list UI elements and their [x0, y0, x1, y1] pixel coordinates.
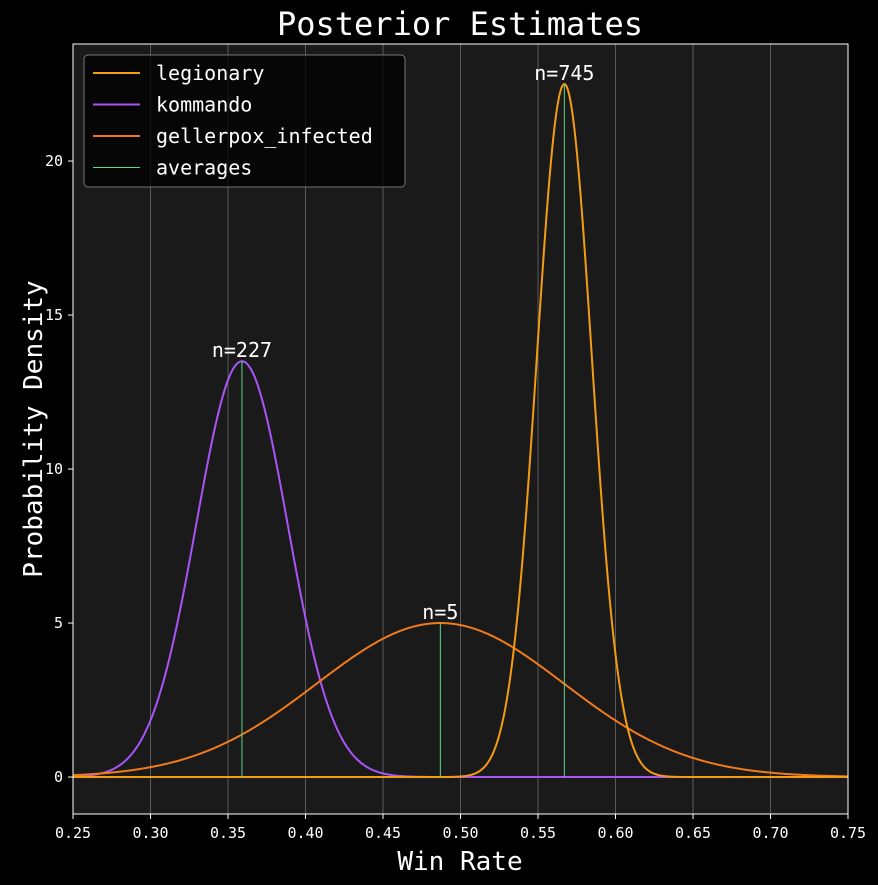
y-tick-label-4: 20	[45, 152, 63, 170]
x-tick-label-1: 0.30	[132, 824, 168, 842]
average-lines	[241, 84, 565, 778]
x-tick-label-6: 0.55	[520, 824, 556, 842]
x-tick-label-5: 0.50	[442, 824, 478, 842]
y-axis-label: Probability Density	[19, 280, 49, 577]
y-tick-label-3: 15	[45, 306, 63, 324]
x-tick-label-4: 0.45	[365, 824, 401, 842]
curve-legionary	[73, 83, 848, 779]
x-axis-label: Win Rate	[397, 847, 522, 877]
y-tick-label-2: 10	[45, 460, 63, 478]
sample-size-annotations: n=745 n=227 n=5	[212, 61, 595, 624]
legend-label-gellerpox_infected: gellerpox_infected	[156, 124, 373, 148]
x-tick-label-9: 0.70	[752, 824, 788, 842]
x-tick-label-10: 0.75	[830, 824, 866, 842]
y-tick-label-0: 0	[54, 768, 63, 786]
legend-label-averages: averages	[156, 156, 252, 180]
x-tick-label-7: 0.60	[597, 824, 633, 842]
annotation-legionary: n=745	[534, 61, 594, 85]
x-axis-ticks: 0.25 0.30 0.35 0.40 0.45 0.50 0.55 0.60 0.65 0.70…	[55, 814, 866, 842]
curve-gellerpox_infected	[72, 622, 849, 778]
legend: legionary kommando gellerpox_infectedavera…	[83, 54, 406, 188]
annotation-gellerpox_infected: n=5	[422, 600, 458, 624]
x-tick-label-0: 0.25	[55, 824, 91, 842]
annotation-kommando: n=227	[212, 338, 272, 362]
y-tick-label-1: 5	[54, 614, 63, 632]
legend-label-kommando: kommando	[156, 93, 252, 117]
chart-title: Posterior Estimates	[277, 5, 643, 43]
legend-box	[83, 54, 406, 188]
x-tick-label-8: 0.65	[675, 824, 711, 842]
density-curves	[72, 83, 849, 779]
x-tick-label-3: 0.40	[287, 824, 323, 842]
legend-label-legionary: legionary	[156, 61, 264, 85]
y-axis-ticks: 0 5 10 15 20	[45, 152, 73, 786]
x-tick-label-2: 0.35	[210, 824, 246, 842]
